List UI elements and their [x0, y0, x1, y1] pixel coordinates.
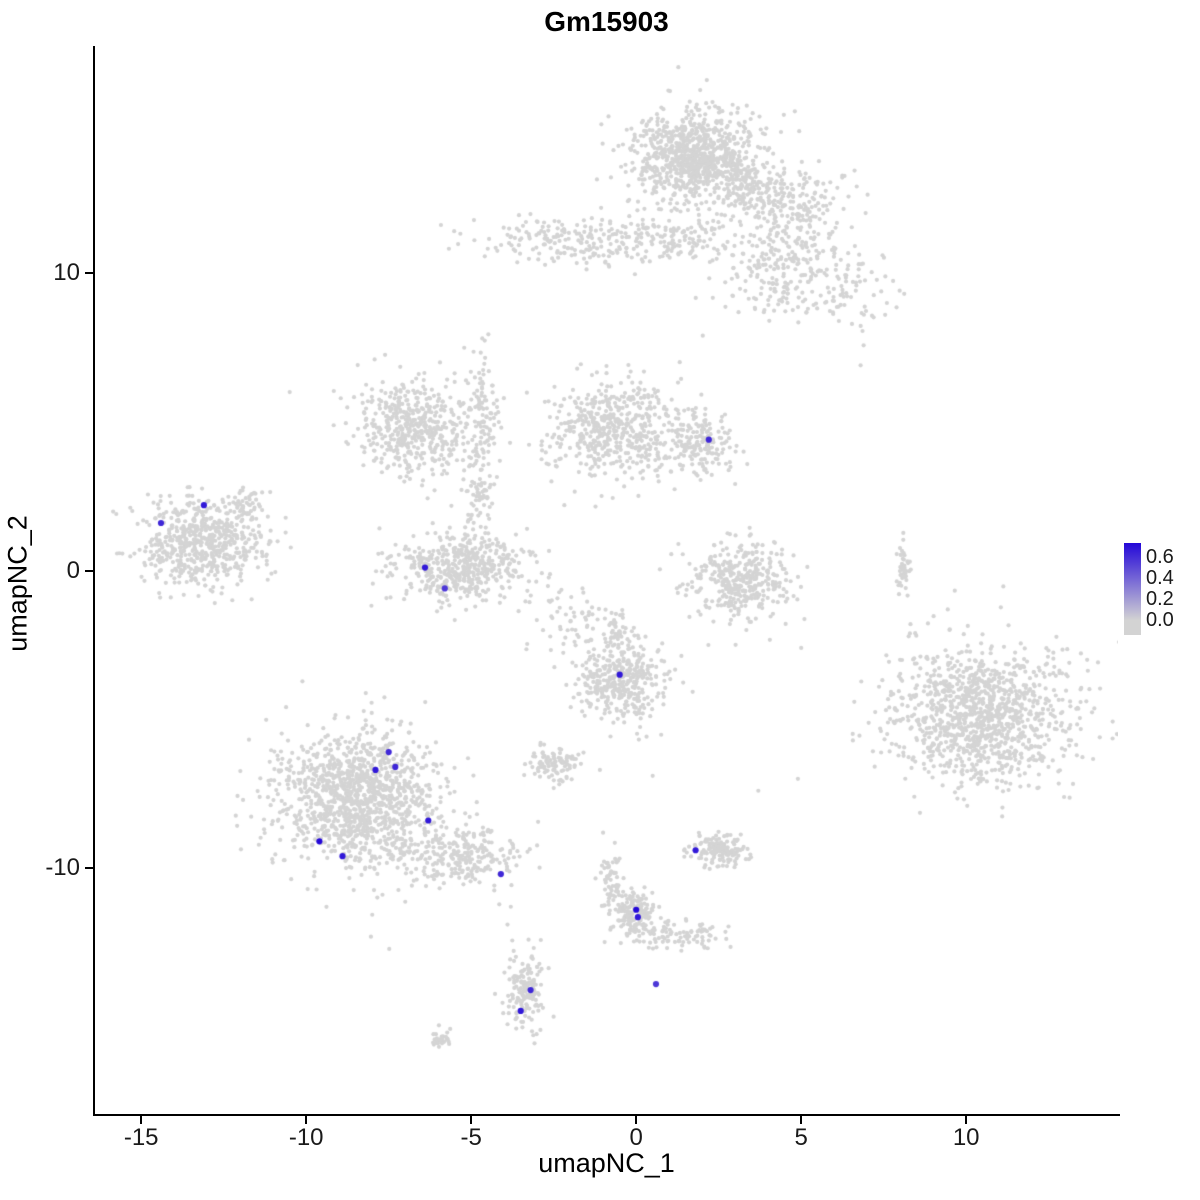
x-tick-label: -15 — [123, 1124, 159, 1151]
color-legend: 0.6 0.4 0.2 0.0 — [1124, 543, 1194, 635]
x-tick-label: 0 — [629, 1124, 643, 1151]
x-tick-mark — [635, 1116, 638, 1124]
x-tick-mark — [140, 1116, 143, 1124]
y-tick-mark — [85, 272, 93, 275]
x-tick-label: -10 — [288, 1124, 324, 1151]
y-axis-label: umapNC_2 — [2, 515, 33, 652]
y-tick-mark — [85, 569, 93, 572]
x-tick-label: 10 — [952, 1124, 980, 1151]
plot-title: Gm15903 — [544, 6, 669, 37]
x-axis-label: umapNC_1 — [538, 1148, 675, 1178]
scatter-panel — [95, 47, 1118, 1115]
y-tick-label: 10 — [53, 259, 80, 287]
x-tick-mark — [305, 1116, 308, 1124]
legend-tick-label: 0.2 — [1146, 588, 1174, 611]
legend-tick-label: 0.0 — [1146, 609, 1174, 632]
y-tick-mark — [85, 867, 93, 870]
y-axis-line — [93, 46, 95, 1116]
legend-gradient-bar — [1124, 543, 1141, 635]
x-tick-label: -5 — [460, 1124, 482, 1151]
x-tick-mark — [800, 1116, 803, 1124]
x-tick-label: 5 — [794, 1124, 808, 1151]
y-tick-label: -10 — [45, 854, 80, 882]
x-tick-mark — [965, 1116, 968, 1124]
x-axis-line — [93, 1114, 1120, 1116]
x-tick-mark — [470, 1116, 473, 1124]
y-tick-label: 0 — [66, 556, 80, 584]
legend-tick-label: 0.4 — [1146, 566, 1174, 589]
legend-tick-label: 0.6 — [1146, 545, 1174, 568]
